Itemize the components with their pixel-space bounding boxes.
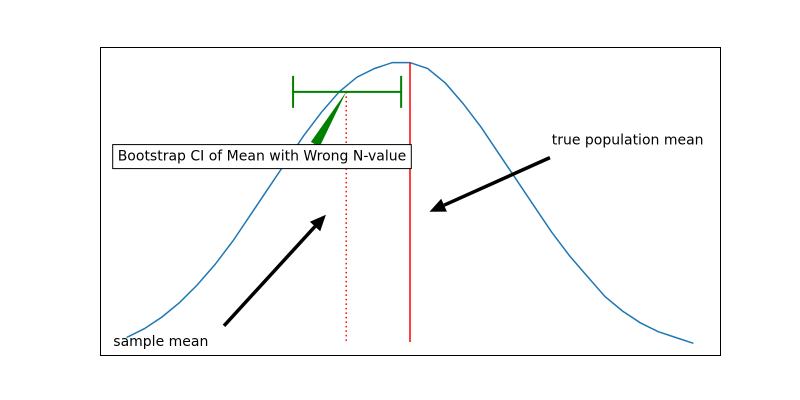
ci-label-arrow [310,91,347,147]
true-mean-label-arrow-head [429,198,447,212]
sample-mean-label-arrow-shaft [222,225,317,327]
true-mean-label: true population mean [552,132,704,148]
sample-mean-label: sample mean [113,334,208,350]
plot-marks: Bootstrap CI of Mean with Wrong N-value t… [112,61,704,350]
true-mean-label-arrow-shaft [443,156,551,207]
sample-mean-label-arrow-head [309,214,326,232]
distribution-curve-0 [126,61,694,345]
ci-label-box [112,144,412,170]
ci-label: Bootstrap CI of Mean with Wrong N-value [118,149,407,165]
